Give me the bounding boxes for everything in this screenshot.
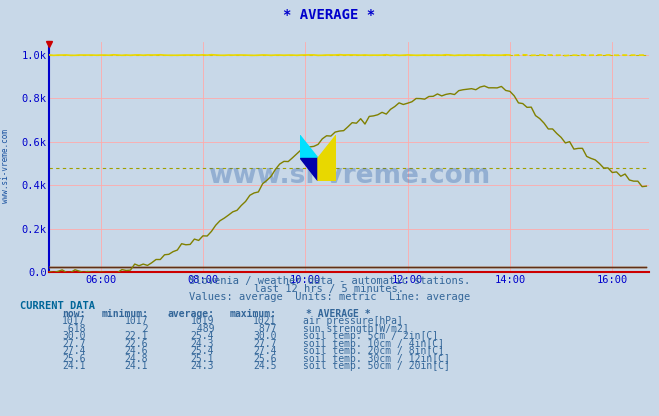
Polygon shape: [300, 158, 318, 181]
Text: soil temp. 20cm / 8in[C]: soil temp. 20cm / 8in[C]: [303, 347, 444, 357]
Text: air pressure[hPa]: air pressure[hPa]: [303, 317, 403, 327]
Text: 618: 618: [62, 324, 86, 334]
Text: soil temp. 50cm / 20in[C]: soil temp. 50cm / 20in[C]: [303, 362, 450, 371]
Text: CURRENT DATA: CURRENT DATA: [20, 301, 95, 311]
Text: 24.6: 24.6: [125, 347, 148, 357]
Text: 489: 489: [190, 324, 214, 334]
Text: soil temp. 10cm / 4in[C]: soil temp. 10cm / 4in[C]: [303, 339, 444, 349]
Text: 27.4: 27.4: [253, 347, 277, 357]
Text: 877: 877: [253, 324, 277, 334]
Text: 25.6: 25.6: [62, 354, 86, 364]
Text: 30.0: 30.0: [253, 332, 277, 342]
Text: now:: now:: [62, 309, 86, 319]
Text: 24.5: 24.5: [253, 362, 277, 371]
Text: 24.3: 24.3: [190, 362, 214, 371]
Text: soil temp. 30cm / 12in[C]: soil temp. 30cm / 12in[C]: [303, 354, 450, 364]
Text: Slovenia / weather data - automatic stations.: Slovenia / weather data - automatic stat…: [189, 276, 470, 286]
Text: 30.0: 30.0: [62, 332, 86, 342]
Text: www.si-vreme.com: www.si-vreme.com: [208, 163, 490, 188]
Text: 27.7: 27.7: [62, 339, 86, 349]
Text: 25.4: 25.4: [190, 347, 214, 357]
Text: 22.1: 22.1: [125, 332, 148, 342]
Text: 1019: 1019: [190, 317, 214, 327]
Text: soil temp. 5cm / 2in[C]: soil temp. 5cm / 2in[C]: [303, 332, 438, 342]
Text: 25.4: 25.4: [190, 332, 214, 342]
Polygon shape: [318, 135, 336, 181]
Polygon shape: [300, 135, 318, 158]
Text: 22.6: 22.6: [125, 339, 148, 349]
Text: * AVERAGE *: * AVERAGE *: [306, 309, 371, 319]
Text: 24.1: 24.1: [125, 362, 148, 371]
Text: sun strength[W/m2]: sun strength[W/m2]: [303, 324, 409, 334]
Text: average:: average:: [167, 309, 214, 319]
Text: 1017: 1017: [125, 317, 148, 327]
Text: Values: average  Units: metric  Line: average: Values: average Units: metric Line: aver…: [189, 292, 470, 302]
Text: 1021: 1021: [253, 317, 277, 327]
Text: 25.1: 25.1: [190, 354, 214, 364]
Text: 1017: 1017: [62, 317, 86, 327]
Text: 24.3: 24.3: [190, 339, 214, 349]
Text: * AVERAGE *: * AVERAGE *: [283, 8, 376, 22]
Text: 25.6: 25.6: [253, 354, 277, 364]
Text: 27.7: 27.7: [253, 339, 277, 349]
Text: 24.8: 24.8: [125, 354, 148, 364]
Text: last 12 hrs / 5 minutes.: last 12 hrs / 5 minutes.: [254, 284, 405, 294]
Text: 2: 2: [130, 324, 148, 334]
Text: www.si-vreme.com: www.si-vreme.com: [1, 129, 10, 203]
Text: maximum:: maximum:: [230, 309, 277, 319]
Text: minimum:: minimum:: [101, 309, 148, 319]
Text: 27.4: 27.4: [62, 347, 86, 357]
Text: 24.1: 24.1: [62, 362, 86, 371]
